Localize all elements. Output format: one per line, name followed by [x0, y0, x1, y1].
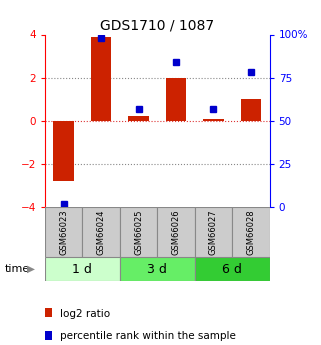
Bar — [120, 207, 157, 257]
Text: GSM66028: GSM66028 — [247, 209, 256, 255]
Text: percentile rank within the sample: percentile rank within the sample — [60, 331, 236, 341]
Bar — [128, 117, 149, 121]
Bar — [120, 257, 195, 281]
Text: 3 d: 3 d — [147, 263, 167, 276]
Text: time: time — [5, 264, 30, 274]
Text: 6 d: 6 d — [222, 263, 242, 276]
Bar — [232, 207, 270, 257]
Bar — [91, 37, 111, 121]
Bar — [82, 207, 120, 257]
Bar — [157, 207, 195, 257]
Bar — [166, 78, 186, 121]
Text: GSM66024: GSM66024 — [97, 209, 106, 255]
Bar — [53, 121, 74, 181]
Bar — [241, 99, 261, 121]
Text: GSM66023: GSM66023 — [59, 209, 68, 255]
Text: GSM66027: GSM66027 — [209, 209, 218, 255]
Bar — [195, 257, 270, 281]
Bar — [45, 207, 82, 257]
Text: 1 d: 1 d — [73, 263, 92, 276]
Text: log2 ratio: log2 ratio — [60, 309, 110, 318]
Bar — [195, 207, 232, 257]
Text: ▶: ▶ — [27, 264, 35, 274]
Text: GSM66025: GSM66025 — [134, 209, 143, 255]
Bar — [45, 257, 120, 281]
Bar — [203, 119, 224, 121]
Text: GDS1710 / 1087: GDS1710 / 1087 — [100, 19, 214, 33]
Text: GSM66026: GSM66026 — [171, 209, 180, 255]
